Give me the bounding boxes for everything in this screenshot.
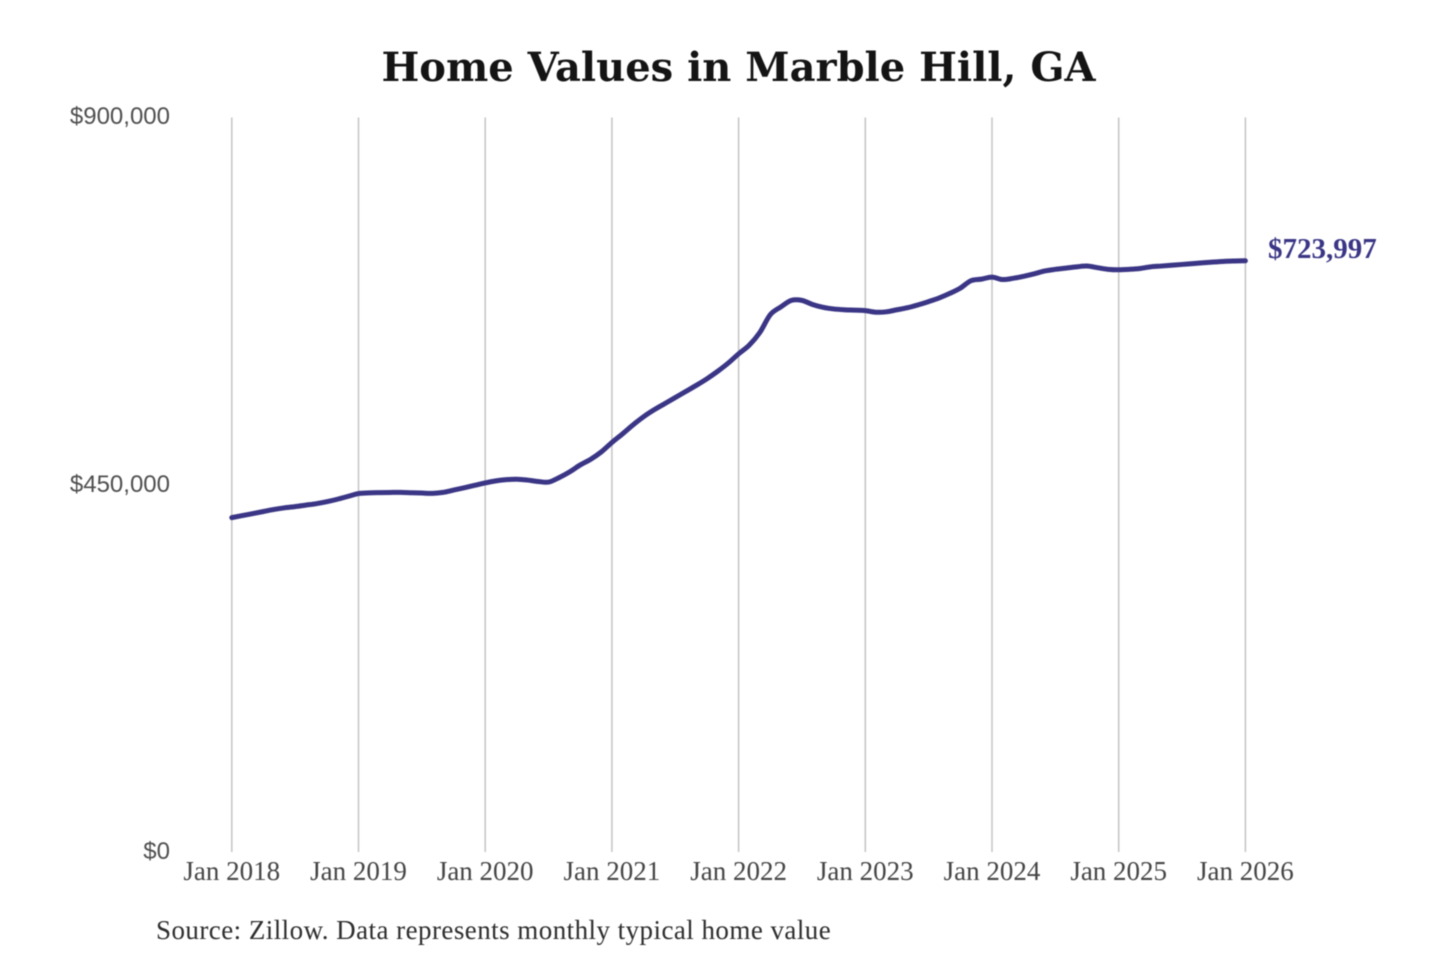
source-footnote: Source: Zillow. Data represents monthly … — [156, 915, 832, 945]
y-tick-label-2: $900,000 — [69, 103, 170, 130]
x-tick-label-2: Jan 2020 — [436, 856, 534, 886]
x-tick-label-4: Jan 2022 — [690, 856, 787, 886]
y-tick-label-0: $0 — [143, 838, 170, 866]
x-tick-label-3: Jan 2021 — [563, 856, 661, 886]
home-value-series-line — [229, 258, 1248, 521]
x-tick-label-5: Jan 2023 — [816, 856, 914, 886]
chart-title: Home Values in Marble Hill, GA — [381, 44, 1096, 91]
latest-value-annotation: $723,997 — [1268, 233, 1377, 265]
x-tick-label-1: Jan 2019 — [310, 856, 407, 886]
x-tick-label-0: Jan 2018 — [183, 856, 281, 886]
x-tick-label-6: Jan 2024 — [943, 856, 1041, 886]
x-tick-label-7: Jan 2025 — [1070, 856, 1168, 886]
y-tick-label-1: $450,000 — [69, 470, 170, 498]
x-tick-label-8: Jan 2026 — [1197, 856, 1294, 886]
